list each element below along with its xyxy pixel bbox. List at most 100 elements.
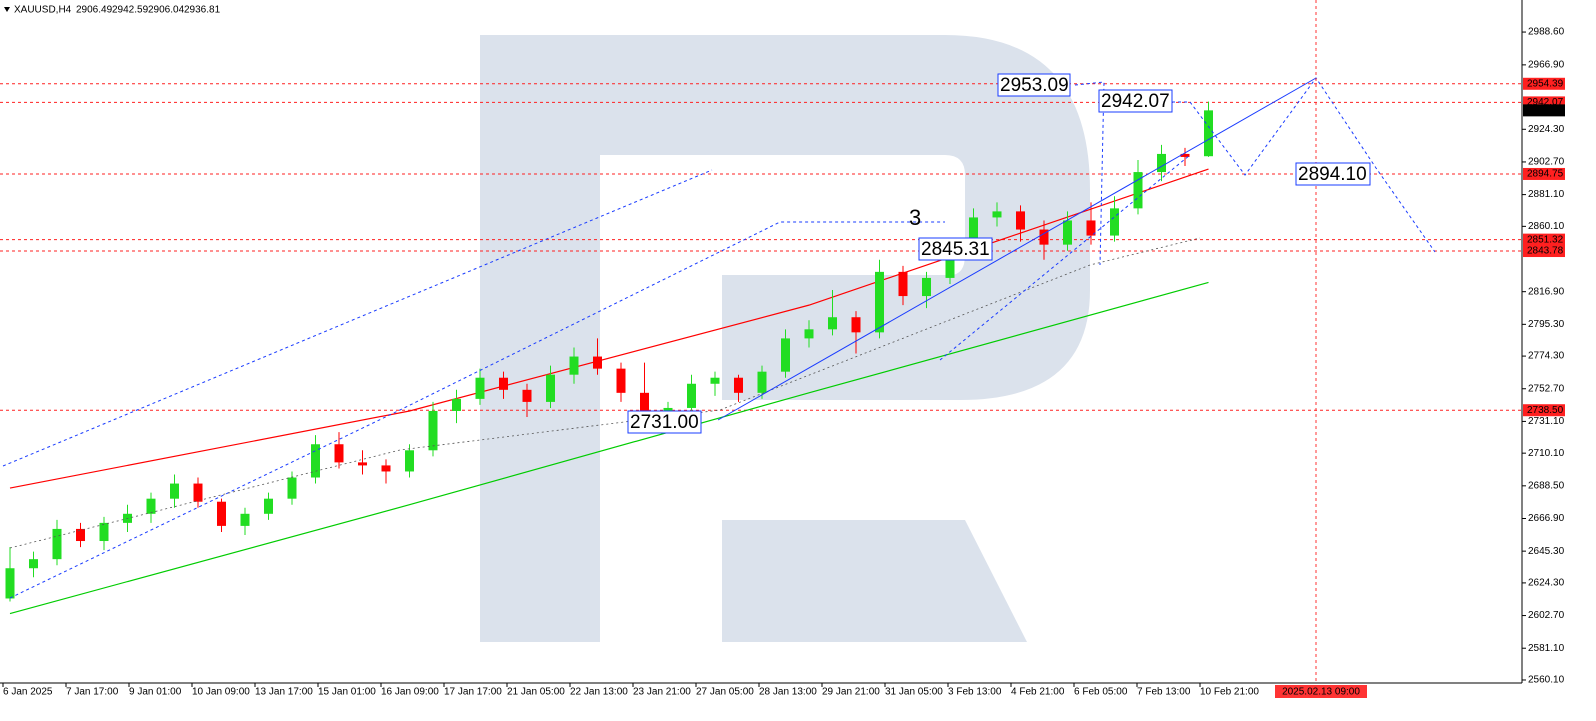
candle-body xyxy=(734,377,743,393)
x-tick-label: 10 Feb 21:00 xyxy=(1200,687,1259,698)
candle-body xyxy=(1204,110,1213,157)
x-tick-label: 27 Jan 05:00 xyxy=(696,687,754,698)
x-tick-label: 6 Feb 05:00 xyxy=(1074,687,1128,698)
candle-body xyxy=(522,389,532,402)
candle-body xyxy=(311,444,320,478)
candle-body xyxy=(1157,153,1166,173)
ohlc-high: 2942.59 xyxy=(112,5,149,16)
candle-body xyxy=(687,383,696,408)
candle-body xyxy=(969,217,978,248)
candle-body xyxy=(334,444,344,463)
annotation-box xyxy=(1098,89,1173,113)
y-tick-label: 2988.60 xyxy=(1528,27,1565,38)
candle-body xyxy=(945,247,955,278)
level-box xyxy=(1523,404,1565,417)
candle-body xyxy=(757,371,767,393)
candle-body xyxy=(804,329,814,339)
x-tick-label: 28 Jan 13:00 xyxy=(759,687,817,698)
annotation-box xyxy=(997,73,1071,97)
x-tick-label: 13 Jan 17:00 xyxy=(255,687,313,698)
x-tick-label: 31 Jan 05:00 xyxy=(885,687,943,698)
y-tick-label: 2816.90 xyxy=(1528,286,1565,297)
cursor-label-box xyxy=(1275,685,1367,698)
candle-body xyxy=(875,271,884,333)
candle-body xyxy=(781,338,790,372)
candle-body xyxy=(1039,229,1049,245)
y-tick-label: 2881.10 xyxy=(1528,189,1565,200)
x-tick-label: 4 Feb 21:00 xyxy=(1011,687,1065,698)
annotation: 2731.00 xyxy=(630,412,699,433)
annotation: 2845.31 xyxy=(921,239,990,260)
x-tick-label: 21 Jan 05:00 xyxy=(507,687,565,698)
candle-body xyxy=(593,356,602,369)
y-tick-label: 2688.50 xyxy=(1528,480,1565,491)
level-label: 2738.50 xyxy=(1527,405,1564,416)
x-tick-label: 10 Jan 09:00 xyxy=(192,687,250,698)
candle-body xyxy=(358,462,367,466)
annotation: 2953.09 xyxy=(1000,75,1069,96)
y-tick-label: 2731.10 xyxy=(1528,416,1565,427)
candle-body xyxy=(1063,220,1072,245)
candle-body xyxy=(898,271,908,297)
y-tick-label: 2774.30 xyxy=(1528,351,1565,362)
level-label: 2954.39 xyxy=(1527,78,1564,89)
y-tick-label: 2666.90 xyxy=(1528,513,1565,524)
candle-body xyxy=(1133,172,1143,209)
candle-body xyxy=(992,211,1002,218)
ohlc-open: 2906.49 xyxy=(76,5,113,16)
symbol: XAUUSD,H4 xyxy=(14,5,72,16)
candle-body xyxy=(193,483,203,502)
y-tick-label: 2710.10 xyxy=(1528,448,1565,459)
y-tick-label: 2902.70 xyxy=(1528,157,1565,168)
x-tick-label: 15 Jan 01:00 xyxy=(318,687,376,698)
x-tick-label: 17 Jan 17:00 xyxy=(444,687,502,698)
cursor-label: 2025.02.13 09:00 xyxy=(1282,687,1360,698)
candle-body xyxy=(569,356,579,375)
candle-body xyxy=(217,501,226,526)
watermark xyxy=(480,35,1090,642)
x-tick-label: 3 Feb 13:00 xyxy=(948,687,1002,698)
candle-body xyxy=(828,317,837,330)
x-tick-label: 29 Jan 21:00 xyxy=(822,687,880,698)
candle-body xyxy=(99,522,109,542)
y-tick-label: 2602.70 xyxy=(1528,610,1565,621)
annotation-box xyxy=(918,237,993,261)
y-tick-label: 2752.70 xyxy=(1528,383,1565,394)
candle-body xyxy=(475,377,485,399)
candle-body xyxy=(1110,208,1119,236)
x-tick-label: 6 Jan 2025 xyxy=(3,687,53,698)
level-box xyxy=(1523,77,1565,90)
level-box xyxy=(1523,233,1565,246)
candle-body xyxy=(616,368,626,393)
menu-arrow[interactable] xyxy=(4,7,10,12)
annotation-box xyxy=(1295,162,1371,186)
x-tick-label: 22 Jan 13:00 xyxy=(570,687,628,698)
y-tick-label: 2624.30 xyxy=(1528,578,1565,589)
annotation: 2942.07 xyxy=(1101,91,1170,112)
candle-body xyxy=(499,377,508,390)
candle-body xyxy=(546,374,555,402)
y-tick-label: 2795.30 xyxy=(1528,319,1565,330)
candle-body xyxy=(287,477,297,499)
candle-body xyxy=(264,498,273,514)
level-label: 2894.75 xyxy=(1527,169,1564,180)
candle-body xyxy=(640,392,649,418)
candle-body xyxy=(851,317,861,333)
price-box xyxy=(1523,104,1565,117)
candle-body xyxy=(146,498,156,514)
x-tick-label: 7 Jan 17:00 xyxy=(66,687,119,698)
ohlc-low: 2906.04 xyxy=(148,5,185,16)
x-tick-label: 7 Feb 13:00 xyxy=(1137,687,1191,698)
candle-body xyxy=(1016,211,1025,230)
candle-body xyxy=(452,398,461,411)
forecast-lines xyxy=(2,77,1436,599)
y-tick-label: 2924.30 xyxy=(1528,124,1565,135)
candle-body xyxy=(428,410,438,451)
level-label: 2851.32 xyxy=(1527,234,1564,245)
level-box xyxy=(1523,245,1565,258)
ohlc-close: 2936.81 xyxy=(184,5,221,16)
annotation-box xyxy=(627,410,702,434)
annotation: 2894.10 xyxy=(1298,164,1367,185)
candle-body xyxy=(240,513,250,526)
